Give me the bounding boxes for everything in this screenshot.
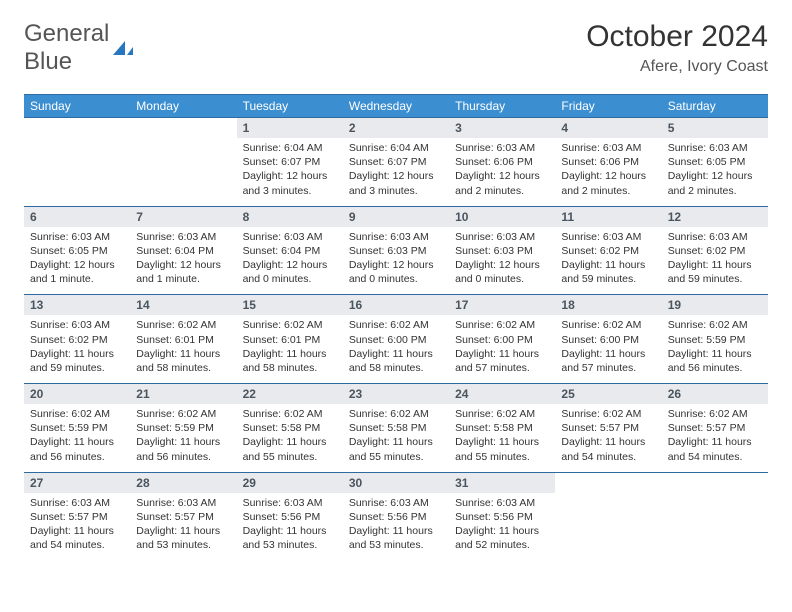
- day-number: 22: [237, 384, 343, 405]
- day-number: 11: [555, 206, 661, 227]
- day-number: 7: [130, 206, 236, 227]
- day-number: 18: [555, 295, 661, 316]
- day-cell: Sunrise: 6:04 AMSunset: 6:07 PMDaylight:…: [343, 138, 449, 206]
- logo: General Blue: [24, 20, 135, 76]
- day-cell: Sunrise: 6:03 AMSunset: 6:06 PMDaylight:…: [449, 138, 555, 206]
- day-cell: Sunrise: 6:03 AMSunset: 5:56 PMDaylight:…: [343, 493, 449, 561]
- day-header: Monday: [130, 95, 236, 118]
- day-number-row: 2728293031: [24, 472, 768, 493]
- day-cell: Sunrise: 6:03 AMSunset: 5:57 PMDaylight:…: [130, 493, 236, 561]
- day-cell: Sunrise: 6:03 AMSunset: 6:05 PMDaylight:…: [24, 227, 130, 295]
- day-header: Saturday: [662, 95, 768, 118]
- header: General Blue October 2024 Afere, Ivory C…: [24, 20, 768, 76]
- day-cell: Sunrise: 6:03 AMSunset: 6:05 PMDaylight:…: [662, 138, 768, 206]
- day-number: [24, 118, 130, 139]
- day-number: 15: [237, 295, 343, 316]
- day-number: 31: [449, 472, 555, 493]
- day-number: 25: [555, 384, 661, 405]
- day-header: Wednesday: [343, 95, 449, 118]
- day-cell: Sunrise: 6:03 AMSunset: 5:56 PMDaylight:…: [237, 493, 343, 561]
- day-number: 14: [130, 295, 236, 316]
- day-number: 1: [237, 118, 343, 139]
- day-cell: Sunrise: 6:02 AMSunset: 6:00 PMDaylight:…: [343, 315, 449, 383]
- day-number: 26: [662, 384, 768, 405]
- day-number: 5: [662, 118, 768, 139]
- day-number: [555, 472, 661, 493]
- day-cell: Sunrise: 6:02 AMSunset: 5:58 PMDaylight:…: [237, 404, 343, 472]
- day-cell: Sunrise: 6:02 AMSunset: 5:57 PMDaylight:…: [662, 404, 768, 472]
- day-header: Thursday: [449, 95, 555, 118]
- day-cell: Sunrise: 6:02 AMSunset: 6:00 PMDaylight:…: [449, 315, 555, 383]
- day-cell: Sunrise: 6:02 AMSunset: 5:58 PMDaylight:…: [449, 404, 555, 472]
- day-number: 4: [555, 118, 661, 139]
- day-cell: Sunrise: 6:03 AMSunset: 6:04 PMDaylight:…: [237, 227, 343, 295]
- day-number: 20: [24, 384, 130, 405]
- day-number: 29: [237, 472, 343, 493]
- day-number: 17: [449, 295, 555, 316]
- day-cell: [24, 138, 130, 206]
- day-number-row: 12345: [24, 118, 768, 139]
- logo-sail-icon: [111, 39, 135, 57]
- day-number: 6: [24, 206, 130, 227]
- calendar-table: SundayMondayTuesdayWednesdayThursdayFrid…: [24, 94, 768, 560]
- day-number: 19: [662, 295, 768, 316]
- day-cell: Sunrise: 6:03 AMSunset: 6:03 PMDaylight:…: [343, 227, 449, 295]
- day-cell: [130, 138, 236, 206]
- day-header-row: SundayMondayTuesdayWednesdayThursdayFrid…: [24, 95, 768, 118]
- day-number: 8: [237, 206, 343, 227]
- day-header: Tuesday: [237, 95, 343, 118]
- day-cell: Sunrise: 6:03 AMSunset: 6:02 PMDaylight:…: [555, 227, 661, 295]
- day-cell: Sunrise: 6:02 AMSunset: 5:59 PMDaylight:…: [662, 315, 768, 383]
- day-cell: Sunrise: 6:02 AMSunset: 6:00 PMDaylight:…: [555, 315, 661, 383]
- day-number: 12: [662, 206, 768, 227]
- day-content-row: Sunrise: 6:03 AMSunset: 5:57 PMDaylight:…: [24, 493, 768, 561]
- day-cell: Sunrise: 6:03 AMSunset: 6:02 PMDaylight:…: [662, 227, 768, 295]
- day-cell: Sunrise: 6:02 AMSunset: 5:59 PMDaylight:…: [24, 404, 130, 472]
- day-number-row: 6789101112: [24, 206, 768, 227]
- day-number-row: 13141516171819: [24, 295, 768, 316]
- day-cell: Sunrise: 6:02 AMSunset: 5:59 PMDaylight:…: [130, 404, 236, 472]
- day-content-row: Sunrise: 6:02 AMSunset: 5:59 PMDaylight:…: [24, 404, 768, 472]
- day-number: 2: [343, 118, 449, 139]
- logo-text-blue: Blue: [24, 48, 72, 75]
- location: Afere, Ivory Coast: [586, 58, 768, 76]
- day-number: 21: [130, 384, 236, 405]
- day-cell: Sunrise: 6:03 AMSunset: 6:02 PMDaylight:…: [24, 315, 130, 383]
- day-header: Sunday: [24, 95, 130, 118]
- day-number: 3: [449, 118, 555, 139]
- day-number-row: 20212223242526: [24, 384, 768, 405]
- day-cell: Sunrise: 6:03 AMSunset: 6:03 PMDaylight:…: [449, 227, 555, 295]
- day-number: [662, 472, 768, 493]
- day-cell: Sunrise: 6:03 AMSunset: 6:06 PMDaylight:…: [555, 138, 661, 206]
- title-block: October 2024 Afere, Ivory Coast: [586, 20, 768, 76]
- month-title: October 2024: [586, 20, 768, 54]
- day-content-row: Sunrise: 6:03 AMSunset: 6:05 PMDaylight:…: [24, 227, 768, 295]
- day-cell: Sunrise: 6:04 AMSunset: 6:07 PMDaylight:…: [237, 138, 343, 206]
- day-cell: Sunrise: 6:02 AMSunset: 5:58 PMDaylight:…: [343, 404, 449, 472]
- day-number: [130, 118, 236, 139]
- day-number: 16: [343, 295, 449, 316]
- day-header: Friday: [555, 95, 661, 118]
- day-cell: Sunrise: 6:02 AMSunset: 6:01 PMDaylight:…: [237, 315, 343, 383]
- day-cell: Sunrise: 6:02 AMSunset: 6:01 PMDaylight:…: [130, 315, 236, 383]
- day-cell: [555, 493, 661, 561]
- day-number: 28: [130, 472, 236, 493]
- day-cell: [662, 493, 768, 561]
- logo-text-general: General: [24, 20, 109, 47]
- day-cell: Sunrise: 6:03 AMSunset: 5:56 PMDaylight:…: [449, 493, 555, 561]
- day-number: 23: [343, 384, 449, 405]
- day-content-row: Sunrise: 6:03 AMSunset: 6:02 PMDaylight:…: [24, 315, 768, 383]
- day-number: 27: [24, 472, 130, 493]
- day-cell: Sunrise: 6:03 AMSunset: 5:57 PMDaylight:…: [24, 493, 130, 561]
- day-number: 13: [24, 295, 130, 316]
- day-number: 30: [343, 472, 449, 493]
- day-number: 24: [449, 384, 555, 405]
- day-number: 10: [449, 206, 555, 227]
- day-content-row: Sunrise: 6:04 AMSunset: 6:07 PMDaylight:…: [24, 138, 768, 206]
- day-cell: Sunrise: 6:03 AMSunset: 6:04 PMDaylight:…: [130, 227, 236, 295]
- day-number: 9: [343, 206, 449, 227]
- logo-text: General Blue: [24, 20, 109, 76]
- calendar-body: 12345Sunrise: 6:04 AMSunset: 6:07 PMDayl…: [24, 118, 768, 561]
- day-cell: Sunrise: 6:02 AMSunset: 5:57 PMDaylight:…: [555, 404, 661, 472]
